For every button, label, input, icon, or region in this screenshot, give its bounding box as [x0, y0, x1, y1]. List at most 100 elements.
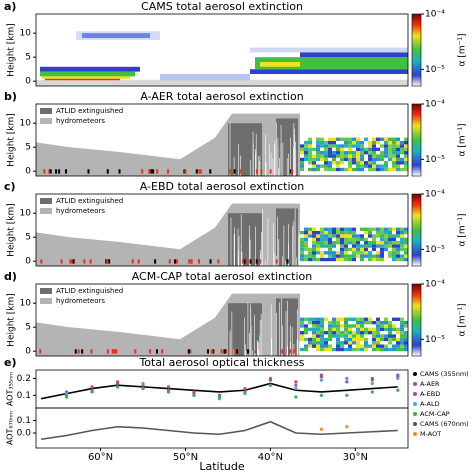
curtain-patch: [400, 257, 404, 262]
axes-frame: [35, 13, 409, 87]
curtain-patch: [380, 234, 384, 238]
curtain-patch: [336, 161, 340, 165]
curtain-patch: [392, 157, 396, 162]
curtain-patch: [372, 137, 376, 141]
curtain-patch: [372, 161, 376, 165]
curtain-patch: [400, 161, 404, 165]
curtain-patch: [308, 341, 312, 345]
curtain-patch: [352, 154, 356, 158]
curtain-patch: [376, 341, 380, 345]
curtain-patch: [209, 169, 212, 174]
curtain-patch: [249, 259, 252, 264]
curtain-patch: [368, 140, 372, 145]
curtain-patch: [380, 157, 384, 162]
curtain-patch: [384, 320, 388, 325]
curtain-patch: [360, 347, 364, 352]
curtain-patch: [255, 169, 258, 174]
curtain-patch: [360, 320, 364, 325]
curtain-patch: [160, 74, 250, 81]
curtain-patch: [380, 327, 384, 332]
x-axis-label: Latitude: [199, 460, 245, 473]
curtain-patch: [304, 140, 308, 145]
curtain-patch: [300, 230, 304, 235]
curtain-patch: [207, 349, 210, 354]
curtain-patch: [308, 140, 312, 145]
curtain-patch: [384, 347, 388, 352]
curtain-patch: [404, 164, 408, 168]
y-tick-label: 5: [25, 233, 31, 243]
curtain-patch: [360, 140, 364, 145]
legend-marker: [413, 382, 417, 386]
curtain-patch: [356, 247, 360, 252]
curtain-patch: [300, 52, 408, 58]
curtain-patch: [300, 164, 304, 168]
curtain-patch: [198, 169, 201, 174]
curtain-patch: [312, 154, 316, 158]
curtain-patch: [404, 337, 408, 342]
curtain-patch: [316, 337, 320, 342]
y-tick-label: 10: [20, 119, 32, 129]
point: [345, 425, 349, 429]
curtain-patch: [356, 161, 360, 165]
curtain-patch: [328, 144, 332, 148]
curtain-patch: [275, 259, 278, 264]
curtain-patch: [312, 331, 316, 335]
curtain-patch: [388, 320, 392, 325]
curtain-patch: [344, 237, 348, 242]
panel-title: Total aerosol optical thickness: [138, 356, 304, 369]
curtain-patch: [348, 344, 352, 348]
curtain-patch: [364, 344, 368, 348]
y-axis-label: Height [km]: [7, 293, 17, 347]
curtain-patch: [340, 147, 344, 152]
curtain-patch: [388, 137, 392, 141]
curtain-patch: [340, 331, 344, 335]
curtain-patch: [396, 161, 400, 165]
curtain-patch: [344, 334, 348, 338]
curtain-patch: [308, 320, 312, 325]
curtain-patch: [312, 237, 316, 242]
curtain-patch: [332, 154, 336, 158]
curtain-patch: [404, 237, 408, 242]
curtain-patch: [316, 320, 320, 325]
curtain-patch: [324, 331, 328, 335]
curtain-patch: [376, 140, 380, 145]
curtain-patch: [340, 344, 344, 348]
curtain-patch: [376, 317, 380, 321]
curtain-patch: [364, 237, 368, 242]
curtain-patch: [328, 337, 332, 342]
curtain-patch: [316, 140, 320, 145]
curtain-patch: [156, 169, 159, 174]
curtain-patch: [174, 259, 177, 264]
curtain-patch: [400, 334, 404, 338]
curtain-patch: [400, 147, 404, 152]
point: [268, 378, 273, 382]
curtain-patch: [55, 169, 58, 174]
curtain-patch: [376, 227, 380, 231]
curtain-patch: [352, 144, 356, 148]
curtain-patch: [320, 251, 324, 255]
curtain-patch: [316, 347, 320, 352]
curtain-patch: [352, 227, 356, 231]
curtain-patch: [404, 147, 408, 152]
curtain-patch: [380, 334, 384, 338]
point: [64, 395, 69, 399]
curtain-patch: [328, 137, 332, 141]
curtain-patch: [404, 151, 408, 155]
curtain-patch: [388, 251, 392, 255]
curtain-patch: [312, 317, 316, 321]
curtain-patch: [324, 337, 328, 342]
curtain-patch: [372, 227, 376, 231]
curtain-patch: [304, 317, 308, 321]
colorbar-tick-label: 10⁻⁵: [425, 65, 445, 75]
curtain-patch: [312, 244, 316, 248]
point: [115, 381, 120, 386]
curtain-patch: [156, 349, 159, 354]
curtain-patch: [392, 254, 396, 258]
curtain-patch: [83, 259, 86, 264]
curtain-patch: [324, 234, 328, 238]
curtain-patch: [340, 334, 344, 338]
curtain-patch: [352, 151, 356, 155]
curtain-patch: [384, 154, 388, 158]
curtain-patch: [376, 334, 380, 338]
curtain-patch: [404, 230, 408, 235]
